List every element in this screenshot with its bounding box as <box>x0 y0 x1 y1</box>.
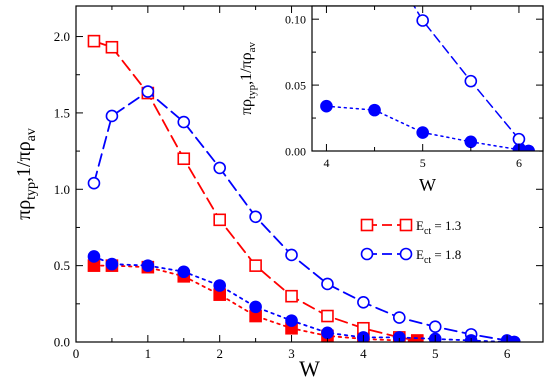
main-data-point <box>177 265 191 279</box>
main-data-point <box>249 210 262 224</box>
inset-data-point <box>320 99 333 113</box>
inset-data-point <box>416 126 429 139</box>
main-data-point <box>213 213 226 227</box>
inset-background <box>312 6 543 151</box>
main-data-point <box>357 295 370 309</box>
inset-plot-frame <box>311 5 544 152</box>
inset-x-tick-label: 4 <box>323 156 329 170</box>
main-x-tick-label: 5 <box>432 346 439 361</box>
main-data-point <box>105 257 119 271</box>
inset-x-tick-label: 5 <box>420 156 426 170</box>
main-series-layer <box>87 34 521 342</box>
main-data-point <box>393 331 406 342</box>
inset-plot: 4 5 6 0.00 0.05 0.10 <box>285 5 544 170</box>
main-y-tick-label: 1.5 <box>54 105 70 120</box>
inset-data-point <box>522 144 535 151</box>
main-data-point <box>321 309 334 323</box>
inset-series-line <box>325 105 530 151</box>
inset-data-point <box>512 132 526 146</box>
legend-entry: Ect = 1.3 <box>360 218 461 237</box>
main-data-point <box>507 335 521 342</box>
x-axis-label: W <box>299 356 320 379</box>
inset-x-axis-label: W <box>419 175 436 195</box>
main-data-point <box>87 176 101 190</box>
main-data-point <box>141 259 155 272</box>
inset-data-point <box>464 135 478 149</box>
inset-y-tick-label: 0.10 <box>285 13 306 27</box>
legend-label: Ect = 1.3 <box>416 218 461 237</box>
main-series-typ-ect-1-3 <box>87 34 424 342</box>
legend-entry: Ect = 1.8 <box>360 247 461 266</box>
inset-data-point <box>416 14 429 27</box>
inset-y-tick-label: 0.00 <box>285 145 306 159</box>
main-data-point <box>87 250 101 263</box>
legend-marker <box>399 218 413 232</box>
legend: Ect = 1.3 Ect = 1.8 <box>360 218 461 266</box>
legend-marker <box>399 247 413 261</box>
inset-data-point <box>464 74 478 88</box>
main-data-point <box>321 277 334 291</box>
main-data-point <box>177 152 191 166</box>
main-series-av-ect-1-8 <box>87 250 521 342</box>
main-data-point <box>321 326 334 340</box>
inset-series-layer <box>320 6 535 151</box>
main-data-point <box>285 314 298 327</box>
main-x-tick-label: 4 <box>360 346 367 361</box>
main-data-point <box>105 40 119 54</box>
main-data-point <box>249 259 262 272</box>
inset-y-tick-label: 0.05 <box>285 79 306 93</box>
legend-marker <box>360 247 374 261</box>
main-data-point <box>393 311 406 324</box>
legend-marker <box>360 218 374 232</box>
main-data-point <box>285 289 298 303</box>
main-data-point <box>177 115 191 129</box>
main-data-point <box>213 279 226 292</box>
main-y-tick-label: 2.0 <box>54 29 70 44</box>
inset-data-point <box>368 103 381 117</box>
main-series-line <box>93 264 419 342</box>
main-plot: 0 1 2 3 4 5 6 0.0 0.5 1.0 1.5 2.0 <box>54 5 544 361</box>
main-x-tick-label: 1 <box>145 346 152 361</box>
main-data-point <box>249 300 262 314</box>
main-y-tick-label: 0.0 <box>54 335 70 350</box>
main-data-point <box>141 85 155 98</box>
inset-y-axis-label: πρtyp,1/πρav <box>238 41 258 115</box>
main-y-tick-label: 0.5 <box>54 258 70 273</box>
main-data-point <box>285 248 298 262</box>
inset-x-tick-label: 6 <box>516 156 522 170</box>
main-data-point <box>213 161 226 175</box>
main-x-tick-label: 3 <box>288 346 295 361</box>
y-axis-label: πρtyp,1/πρav <box>13 128 39 220</box>
legend-label: Ect = 1.8 <box>416 247 461 266</box>
main-data-point <box>428 320 442 334</box>
main-data-point <box>87 34 101 48</box>
main-plot-frame <box>75 5 544 343</box>
main-data-point <box>105 109 119 123</box>
inset-series-av-ect-1-8 <box>320 99 535 151</box>
main-x-tick-label: 6 <box>504 346 511 361</box>
main-y-tick-label: 1.0 <box>54 182 70 197</box>
main-x-tick-label: 2 <box>216 346 223 361</box>
main-x-tick-label: 0 <box>73 346 80 361</box>
